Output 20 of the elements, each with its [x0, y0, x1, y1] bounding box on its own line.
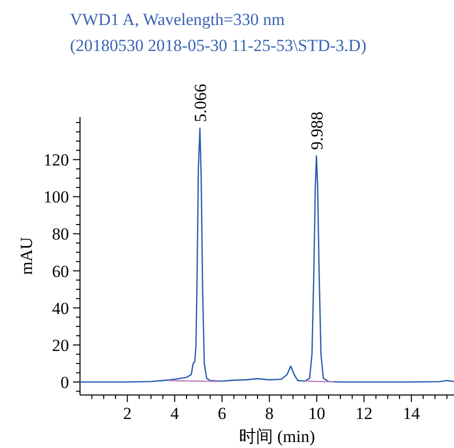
y-tick-label: 40: [52, 298, 69, 318]
x-axis-title: 时间 (min): [238, 427, 316, 446]
y-tick-label: 60: [52, 262, 69, 281]
x-tick-label: 12: [356, 404, 373, 423]
y-tick-label: 120: [44, 150, 69, 170]
y-tick-label: 20: [52, 336, 69, 355]
annotation: 9.988: [307, 112, 326, 150]
x-tick-label: 4: [170, 404, 180, 423]
chart-subtitle: (20180530 2018-05-30 11-25-53\STD-3.D): [70, 36, 366, 55]
y-tick-label: 0: [60, 372, 69, 392]
y-axis-title: mAU: [17, 237, 36, 275]
annotation: 5.066: [190, 84, 210, 122]
x-tick-label: 10: [308, 404, 326, 423]
y-tick-label: 80: [52, 224, 69, 244]
y-tick-label: 100: [44, 188, 69, 207]
chart-title: VWD1 A, Wavelength=330 nm: [70, 10, 285, 29]
x-tick-label: 14: [402, 404, 420, 423]
x-tick-label: 8: [265, 404, 274, 423]
x-tick-label: 2: [123, 404, 132, 423]
x-tick-label: 6: [218, 404, 226, 423]
